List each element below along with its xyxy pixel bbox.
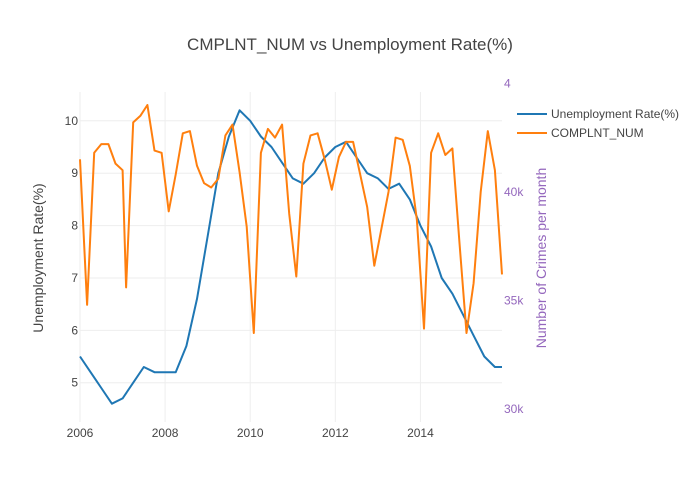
x-tick-label-2: 2010	[237, 426, 264, 440]
legend[interactable]: Unemployment Rate(%) COMPLNT_NUM	[517, 107, 679, 140]
y2-tick-label-1: 35k	[504, 293, 524, 307]
series-line-unemployment	[79, 109, 502, 405]
y-tick-label-2: 7	[71, 271, 78, 285]
chart-title: CMPLNT_NUM vs Unemployment Rate(%)	[187, 35, 513, 54]
x-tick-label-0: 2006	[67, 426, 94, 440]
y2-tick-label-2: 40k	[504, 185, 524, 199]
y2-axis-title: Number of Crimes per month	[533, 168, 549, 349]
y-tick-label-5: 10	[65, 114, 79, 128]
grid-lines	[79, 92, 502, 422]
x-axis-ticks: 2006 2008 2010 2012 2014	[67, 426, 434, 440]
legend-label-complaints: COMPLNT_NUM	[551, 126, 644, 140]
y-tick-label-1: 6	[71, 323, 78, 337]
y2-tick-label-3: 4	[504, 76, 511, 90]
y-axis-ticks: 5 6 7 8 9 10	[65, 114, 79, 390]
x-tick-label-1: 2008	[152, 426, 179, 440]
x-tick-label-3: 2012	[322, 426, 349, 440]
series-layer	[79, 104, 503, 405]
y-tick-label-0: 5	[71, 376, 78, 390]
y-tick-label-3: 8	[71, 219, 78, 233]
x-tick-label-4: 2014	[407, 426, 434, 440]
legend-label-unemployment: Unemployment Rate(%)	[551, 107, 679, 121]
y-axis-title: Unemployment Rate(%)	[30, 183, 46, 332]
y-tick-label-4: 9	[71, 166, 78, 180]
y2-axis-ticks: 30k 35k 40k 4	[504, 76, 524, 416]
y2-tick-label-0: 30k	[504, 402, 524, 416]
series-line-complaints	[79, 104, 503, 334]
